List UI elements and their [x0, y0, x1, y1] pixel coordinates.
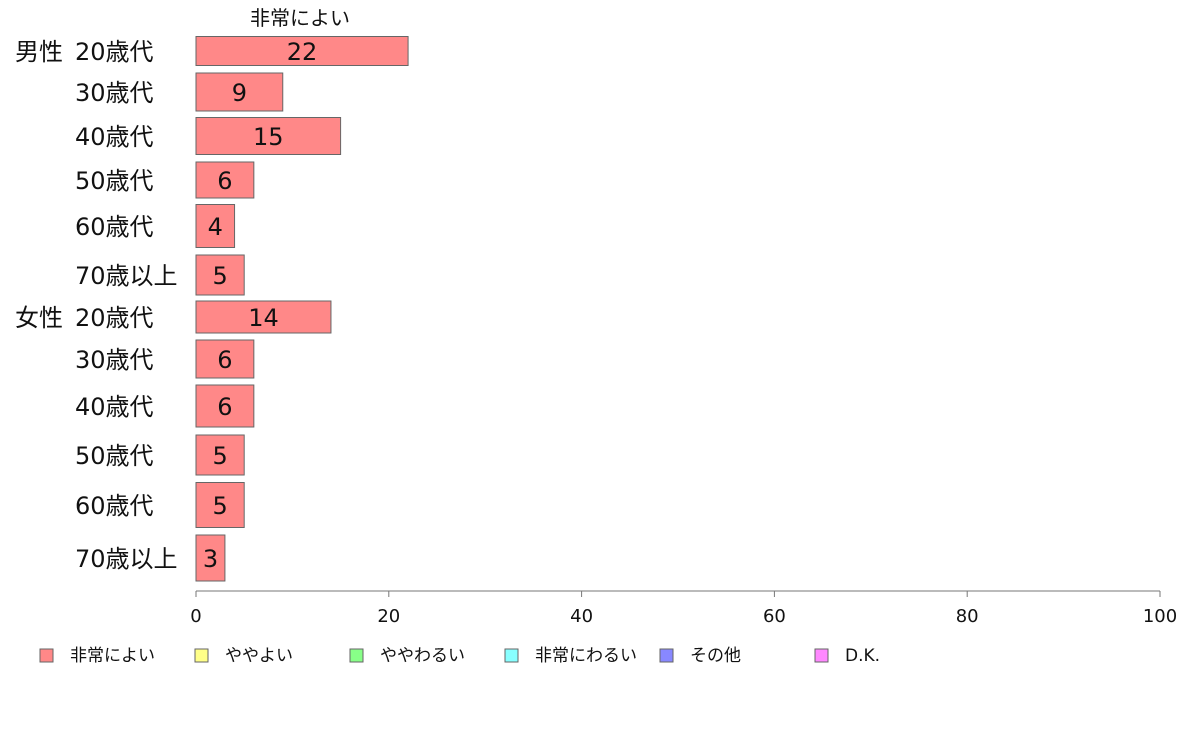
group-label: 男性: [15, 38, 63, 66]
row-label: 60歳代: [75, 492, 154, 520]
row-label: 50歳代: [75, 442, 154, 470]
legend-swatch: [194, 648, 209, 663]
bar-value-label: 5: [212, 442, 227, 470]
bar: [195, 482, 245, 528]
row-label: 30歳代: [75, 346, 154, 374]
x-tick-label: 100: [1143, 606, 1177, 627]
legend-label: その他: [690, 646, 741, 666]
legend-label: ややよい: [225, 646, 293, 666]
row-label: 40歳代: [75, 123, 154, 151]
legend-swatch: [39, 648, 54, 663]
x-tick-label: 0: [190, 606, 201, 627]
row-label: 50歳代: [75, 167, 154, 195]
legend-swatch: [349, 648, 364, 663]
bar-value-label: 4: [208, 213, 223, 241]
legend-label: 非常にわるい: [535, 646, 637, 666]
bar: [195, 384, 255, 428]
legend-label: D.K.: [845, 646, 880, 666]
bar-value-label: 15: [253, 123, 284, 151]
bar-value-label: 6: [217, 167, 232, 195]
bar: [195, 72, 284, 112]
bar-value-label: 9: [232, 79, 247, 107]
bar: [195, 434, 245, 476]
bar: [195, 339, 255, 379]
row-label: 20歳代: [75, 38, 154, 66]
chart-title: 非常によい: [250, 6, 350, 30]
row-label: 20歳代: [75, 304, 154, 332]
bar: [195, 36, 409, 66]
bar: [195, 300, 332, 334]
row-label: 70歳以上: [75, 545, 178, 573]
bar: [195, 117, 342, 155]
bar-value-label: 5: [212, 262, 227, 290]
x-tick-label: 80: [956, 606, 979, 627]
x-tick-label: 20: [377, 606, 400, 627]
bar: [195, 161, 255, 199]
legend-swatch: [814, 648, 829, 663]
bar: [195, 254, 245, 296]
bar-value-label: 6: [217, 393, 232, 421]
legend-label: 非常によい: [70, 646, 155, 666]
row-label: 40歳代: [75, 393, 154, 421]
bar-value-label: 22: [287, 38, 318, 66]
legend-label: ややわるい: [380, 646, 465, 666]
x-tick-label: 60: [763, 606, 786, 627]
bar-value-label: 5: [212, 492, 227, 520]
group-label: 女性: [15, 304, 63, 332]
bar: [195, 204, 236, 248]
bar-value-label: 14: [248, 304, 279, 332]
legend-swatch: [659, 648, 674, 663]
row-label: 60歳代: [75, 213, 154, 241]
legend-swatch: [504, 648, 519, 663]
bar: [195, 534, 226, 582]
x-tick-label: 40: [570, 606, 593, 627]
row-label: 70歳以上: [75, 262, 178, 290]
bar-value-label: 6: [217, 346, 232, 374]
row-label: 30歳代: [75, 79, 154, 107]
bar-value-label: 3: [203, 545, 218, 573]
